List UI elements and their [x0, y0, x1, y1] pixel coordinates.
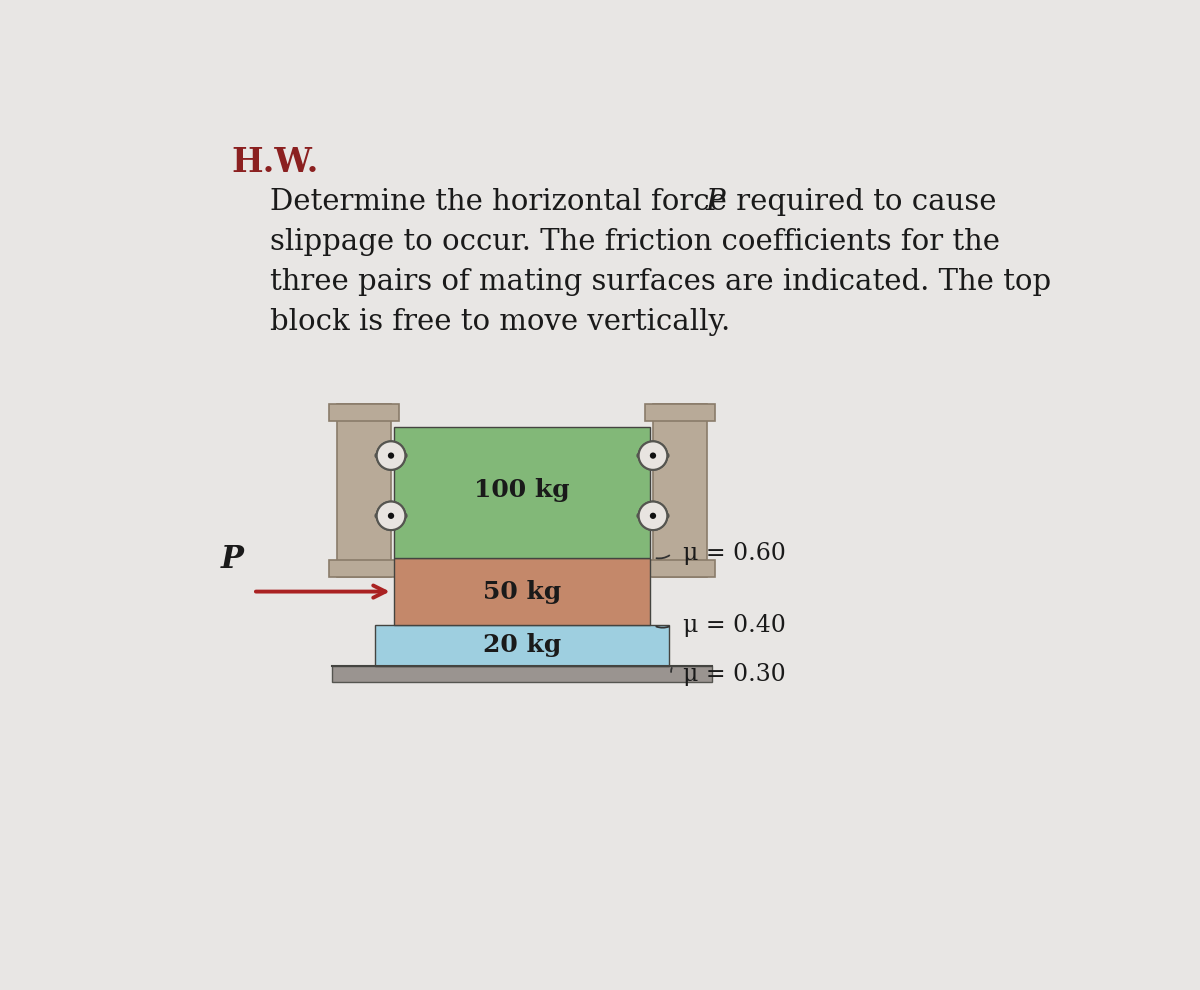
Ellipse shape: [376, 451, 391, 460]
Circle shape: [638, 502, 667, 530]
Circle shape: [377, 502, 406, 530]
Text: μ = 0.40: μ = 0.40: [683, 614, 786, 637]
Circle shape: [388, 513, 394, 519]
Ellipse shape: [653, 512, 668, 520]
Text: μ = 0.30: μ = 0.30: [683, 663, 786, 686]
Ellipse shape: [391, 512, 407, 520]
Circle shape: [638, 442, 667, 470]
Text: Determine the horizontal force: Determine the horizontal force: [270, 188, 737, 216]
Circle shape: [638, 502, 667, 530]
Text: P: P: [706, 188, 725, 216]
Bar: [646, 560, 715, 577]
Bar: [374, 626, 670, 665]
Ellipse shape: [376, 512, 391, 520]
Circle shape: [650, 452, 656, 458]
Text: 50 kg: 50 kg: [482, 579, 562, 604]
Text: P: P: [221, 544, 244, 574]
Text: required to cause: required to cause: [727, 188, 997, 216]
Circle shape: [377, 502, 406, 530]
Bar: [337, 404, 391, 577]
Circle shape: [650, 513, 656, 519]
Bar: [653, 404, 707, 577]
Circle shape: [388, 452, 394, 458]
Bar: [394, 427, 650, 557]
Text: H.W.: H.W.: [232, 146, 319, 179]
Bar: [332, 665, 712, 682]
Ellipse shape: [637, 512, 653, 520]
Ellipse shape: [391, 451, 407, 460]
Bar: [394, 557, 650, 626]
Circle shape: [638, 442, 667, 470]
Text: three pairs of mating surfaces are indicated. The top: three pairs of mating surfaces are indic…: [270, 268, 1051, 296]
Ellipse shape: [653, 451, 668, 460]
Text: 20 kg: 20 kg: [482, 634, 562, 657]
Bar: [329, 560, 398, 577]
Bar: [329, 404, 398, 421]
Circle shape: [377, 442, 406, 470]
Text: block is free to move vertically.: block is free to move vertically.: [270, 308, 731, 337]
Text: μ = 0.60: μ = 0.60: [683, 543, 786, 565]
Ellipse shape: [637, 451, 653, 460]
Bar: [646, 404, 715, 421]
Circle shape: [377, 442, 406, 470]
Text: slippage to occur. The friction coefficients for the: slippage to occur. The friction coeffici…: [270, 228, 1000, 256]
Text: 100 kg: 100 kg: [474, 477, 570, 502]
